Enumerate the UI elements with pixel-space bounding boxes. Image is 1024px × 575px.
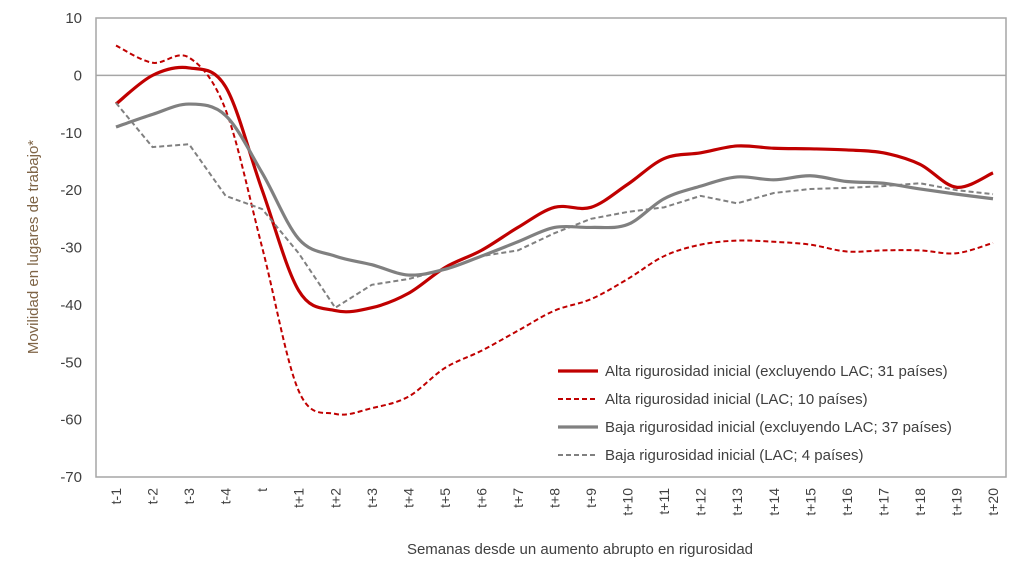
y-axis-label: Movilidad en lugares de trabajo* <box>25 140 42 354</box>
series-line-4 <box>115 102 994 310</box>
x-tick-label: t+10 <box>620 488 636 516</box>
x-tick-label: t+12 <box>693 488 709 516</box>
x-tick-label: t+19 <box>948 488 964 516</box>
y-tick-label: -60 <box>60 412 82 429</box>
x-tick-label: t+5 <box>437 488 453 508</box>
x-tick-label: t+16 <box>839 488 855 516</box>
legend-label: Baja rigurosidad inicial (LAC; 4 países) <box>605 447 863 464</box>
legend-label: Alta rigurosidad inicial (LAC; 10 países… <box>605 391 868 408</box>
series-line-3 <box>115 102 994 277</box>
plot-area <box>95 17 1007 478</box>
y-tick-label: 0 <box>74 67 82 84</box>
legend-label: Baja rigurosidad inicial (excluyendo LAC… <box>605 419 952 436</box>
x-tick-label: t+20 <box>985 488 1001 516</box>
x-tick-label: t <box>254 488 270 492</box>
x-tick-label: t+7 <box>510 488 526 508</box>
x-tick-label: t-3 <box>181 488 197 505</box>
x-tick-label: t+1 <box>291 488 307 508</box>
y-tick-label: 10 <box>65 10 82 27</box>
x-tick-label: t+15 <box>802 488 818 516</box>
legend-label: Alta rigurosidad inicial (excluyendo LAC… <box>605 363 948 380</box>
y-tick-label: -50 <box>60 354 82 371</box>
legend: Alta rigurosidad inicial (excluyendo LAC… <box>558 363 952 464</box>
y-tick-label: -20 <box>60 182 82 199</box>
x-tick-label: t+6 <box>473 488 489 508</box>
x-tick-label: t+3 <box>364 488 380 508</box>
x-tick-label: t+8 <box>547 488 563 508</box>
x-tick-label: t+11 <box>656 488 672 515</box>
x-tick-label: t+14 <box>766 488 782 516</box>
x-axis-label: Semanas desde un aumento abrupto en rigu… <box>407 541 753 558</box>
x-tick-label: t-1 <box>108 488 124 505</box>
x-tick-label: t+2 <box>327 488 343 508</box>
x-tick-label: t-4 <box>218 488 234 505</box>
x-tick-label: t+17 <box>875 488 891 516</box>
series-line-1 <box>114 65 994 314</box>
y-tick-label: -10 <box>60 125 82 142</box>
y-tick-label: -40 <box>60 297 82 314</box>
y-tick-label: -70 <box>60 469 82 486</box>
x-tick-label: t-2 <box>145 488 161 505</box>
y-tick-label: -30 <box>60 240 82 257</box>
x-tick-label: t+18 <box>912 488 928 516</box>
series-line-2 <box>115 44 994 416</box>
x-tick-label: t+13 <box>729 488 745 516</box>
x-tick-label: t+9 <box>583 488 599 508</box>
x-tick-label: t+4 <box>400 488 416 508</box>
